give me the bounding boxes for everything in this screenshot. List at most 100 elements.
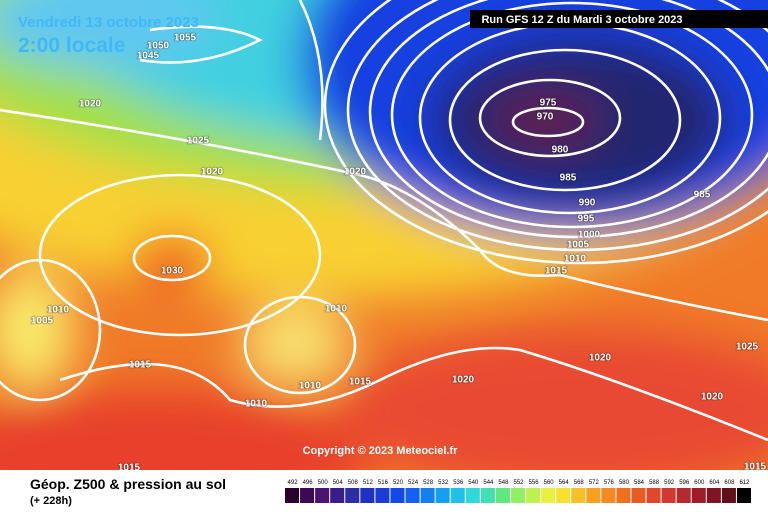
isobar-labels: 1055105010451020102510201030100510101015…	[30, 32, 767, 474]
scale-swatch	[450, 488, 465, 503]
isobar-label: 1015	[744, 462, 767, 473]
scale-label: 508	[348, 480, 359, 486]
isobar-label: 990	[579, 198, 596, 209]
scale-swatch	[360, 488, 375, 503]
scale-label: 588	[649, 480, 660, 486]
isobar-label: 1005	[31, 316, 54, 327]
isobar-label: 1045	[137, 51, 160, 62]
scale-swatch	[616, 488, 631, 503]
scale-label: 572	[589, 480, 600, 486]
scale-label: 552	[513, 480, 524, 486]
footer-lead: (+ 228h)	[30, 495, 72, 507]
scale-swatch	[571, 488, 586, 503]
scale-label: 556	[529, 480, 540, 486]
isobar-label: 1050	[147, 41, 170, 52]
scale-swatch	[721, 488, 736, 503]
isobar-label: 1010	[47, 305, 70, 316]
run-info: Run GFS 12 Z du Mardi 3 octobre 2023	[481, 14, 682, 26]
scale-swatch	[345, 488, 360, 503]
scale-label: 596	[679, 480, 690, 486]
scale-label: 496	[303, 480, 314, 486]
scale-label: 536	[453, 480, 464, 486]
isobar-label: 1010	[325, 304, 348, 315]
isobar-label: 1000	[578, 230, 601, 241]
local-time: 2:00 locale	[18, 34, 125, 57]
scale-label: 500	[318, 480, 329, 486]
scale-label: 516	[378, 480, 389, 486]
isobar-label: 1015	[349, 377, 372, 388]
scale-label: 600	[694, 480, 705, 486]
isobar-label: 1020	[201, 167, 224, 178]
isobar-label: 1010	[564, 254, 587, 265]
scale-swatch	[541, 488, 556, 503]
isobar-label: 985	[560, 173, 577, 184]
scale-swatch	[631, 488, 646, 503]
isobar-label: 980	[552, 145, 569, 156]
isobars	[0, 0, 768, 442]
scale-swatch	[285, 488, 300, 503]
scale-swatch	[601, 488, 616, 503]
isobar-label: 1020	[79, 99, 102, 110]
isobar-label: 1055	[174, 33, 197, 44]
scale-swatch	[586, 488, 601, 503]
isobar-label: 1020	[344, 167, 367, 178]
isobar-label: 975	[540, 98, 557, 109]
isobar-label: 1015	[545, 266, 568, 277]
scale-swatch	[435, 488, 450, 503]
scale-swatch	[495, 488, 510, 503]
scale-label: 560	[544, 480, 555, 486]
scale-label: 528	[423, 480, 434, 486]
isobar-label: 1015	[129, 360, 152, 371]
scale-swatch	[315, 488, 330, 503]
scale-swatch	[330, 488, 345, 503]
isobar-label: 1020	[589, 353, 612, 364]
scale-swatch	[375, 488, 390, 503]
scale-swatch	[556, 488, 571, 503]
isobar-label: 970	[537, 112, 554, 123]
isobar-label: 1025	[736, 342, 759, 353]
scale-label: 540	[468, 480, 479, 486]
scale-label: 608	[724, 480, 735, 486]
isobar-label: 1010	[299, 381, 322, 392]
isobar-label: 1020	[452, 375, 475, 386]
isobar-label: 1030	[161, 266, 184, 277]
copyright: Copyright © 2023 Meteociel.fr	[303, 445, 459, 457]
isobar-label: 1010	[245, 399, 268, 410]
scale-label: 612	[739, 480, 750, 486]
scale-swatch	[480, 488, 495, 503]
scale-swatch	[691, 488, 706, 503]
scale-label: 532	[438, 480, 449, 486]
scale-label: 592	[664, 480, 675, 486]
scale-swatch	[676, 488, 691, 503]
scale-swatch	[661, 488, 676, 503]
scale-swatch	[390, 488, 405, 503]
scale-label: 584	[634, 480, 645, 486]
isobar-label: 1005	[567, 240, 590, 251]
scale-label: 544	[483, 480, 494, 486]
scale-label: 580	[619, 480, 630, 486]
scale-label: 524	[408, 480, 419, 486]
scale-swatch	[526, 488, 541, 503]
run-box	[470, 10, 768, 28]
scale-swatch	[405, 488, 420, 503]
isobar-label: 1015	[118, 463, 141, 474]
isobar-label: 985	[694, 190, 711, 201]
footer-title: Géop. Z500 & pression au sol	[30, 476, 226, 492]
scale-swatch	[736, 488, 751, 503]
scale-label: 564	[559, 480, 570, 486]
scale-swatch	[510, 488, 526, 503]
scale-swatch	[300, 488, 315, 503]
scale-label: 520	[393, 480, 404, 486]
scale-swatch	[646, 488, 661, 503]
scale-label: 576	[604, 480, 615, 486]
scale-label: 504	[333, 480, 344, 486]
color-scale: 492 496 500 504 508 512 516 520 524 528 532 536 540 5…	[285, 480, 751, 503]
scale-label: 492	[288, 480, 299, 486]
scale-swatch	[706, 488, 721, 503]
scale-label: 568	[574, 480, 585, 486]
isobar-label: 995	[578, 214, 595, 225]
scale-label: 548	[498, 480, 509, 486]
isobar-label: 1020	[701, 392, 724, 403]
